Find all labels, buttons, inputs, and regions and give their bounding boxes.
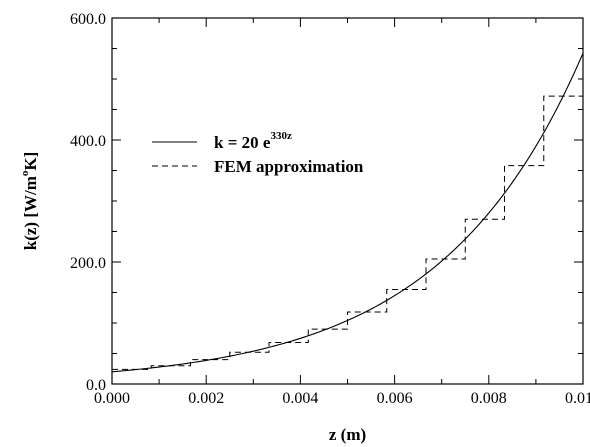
- y-axis-title-sup: o: [19, 170, 31, 176]
- y-tick-label: 400.0: [70, 133, 106, 150]
- x-tick-label: 0.010: [565, 390, 590, 407]
- x-tick-label: 0.000: [94, 390, 130, 407]
- legend-label-main: k = 20 e: [214, 133, 271, 152]
- legend-label-superscript: 330z: [270, 130, 292, 142]
- legend-label: k = 20 e330z: [214, 130, 292, 152]
- x-axis-title: z (m): [329, 425, 366, 444]
- legend-label-main: FEM approximation: [214, 157, 364, 176]
- y-tick-label: 0.0: [86, 377, 106, 394]
- y-tick-label: 600.0: [70, 11, 106, 28]
- y-axis-title: k(z) [W/moK]: [19, 152, 40, 251]
- y-axis-title-post: K]: [21, 152, 40, 171]
- series-line-fem: [112, 95, 583, 370]
- y-tick-label: 200.0: [70, 255, 106, 272]
- x-tick-label: 0.006: [377, 390, 413, 407]
- legend-label: FEM approximation: [214, 157, 364, 176]
- y-axis-title-main: k(z) [W/m: [21, 176, 40, 250]
- x-tick-label: 0.002: [188, 390, 224, 407]
- x-tick-label: 0.004: [282, 390, 318, 407]
- x-tick-label: 0.008: [471, 390, 507, 407]
